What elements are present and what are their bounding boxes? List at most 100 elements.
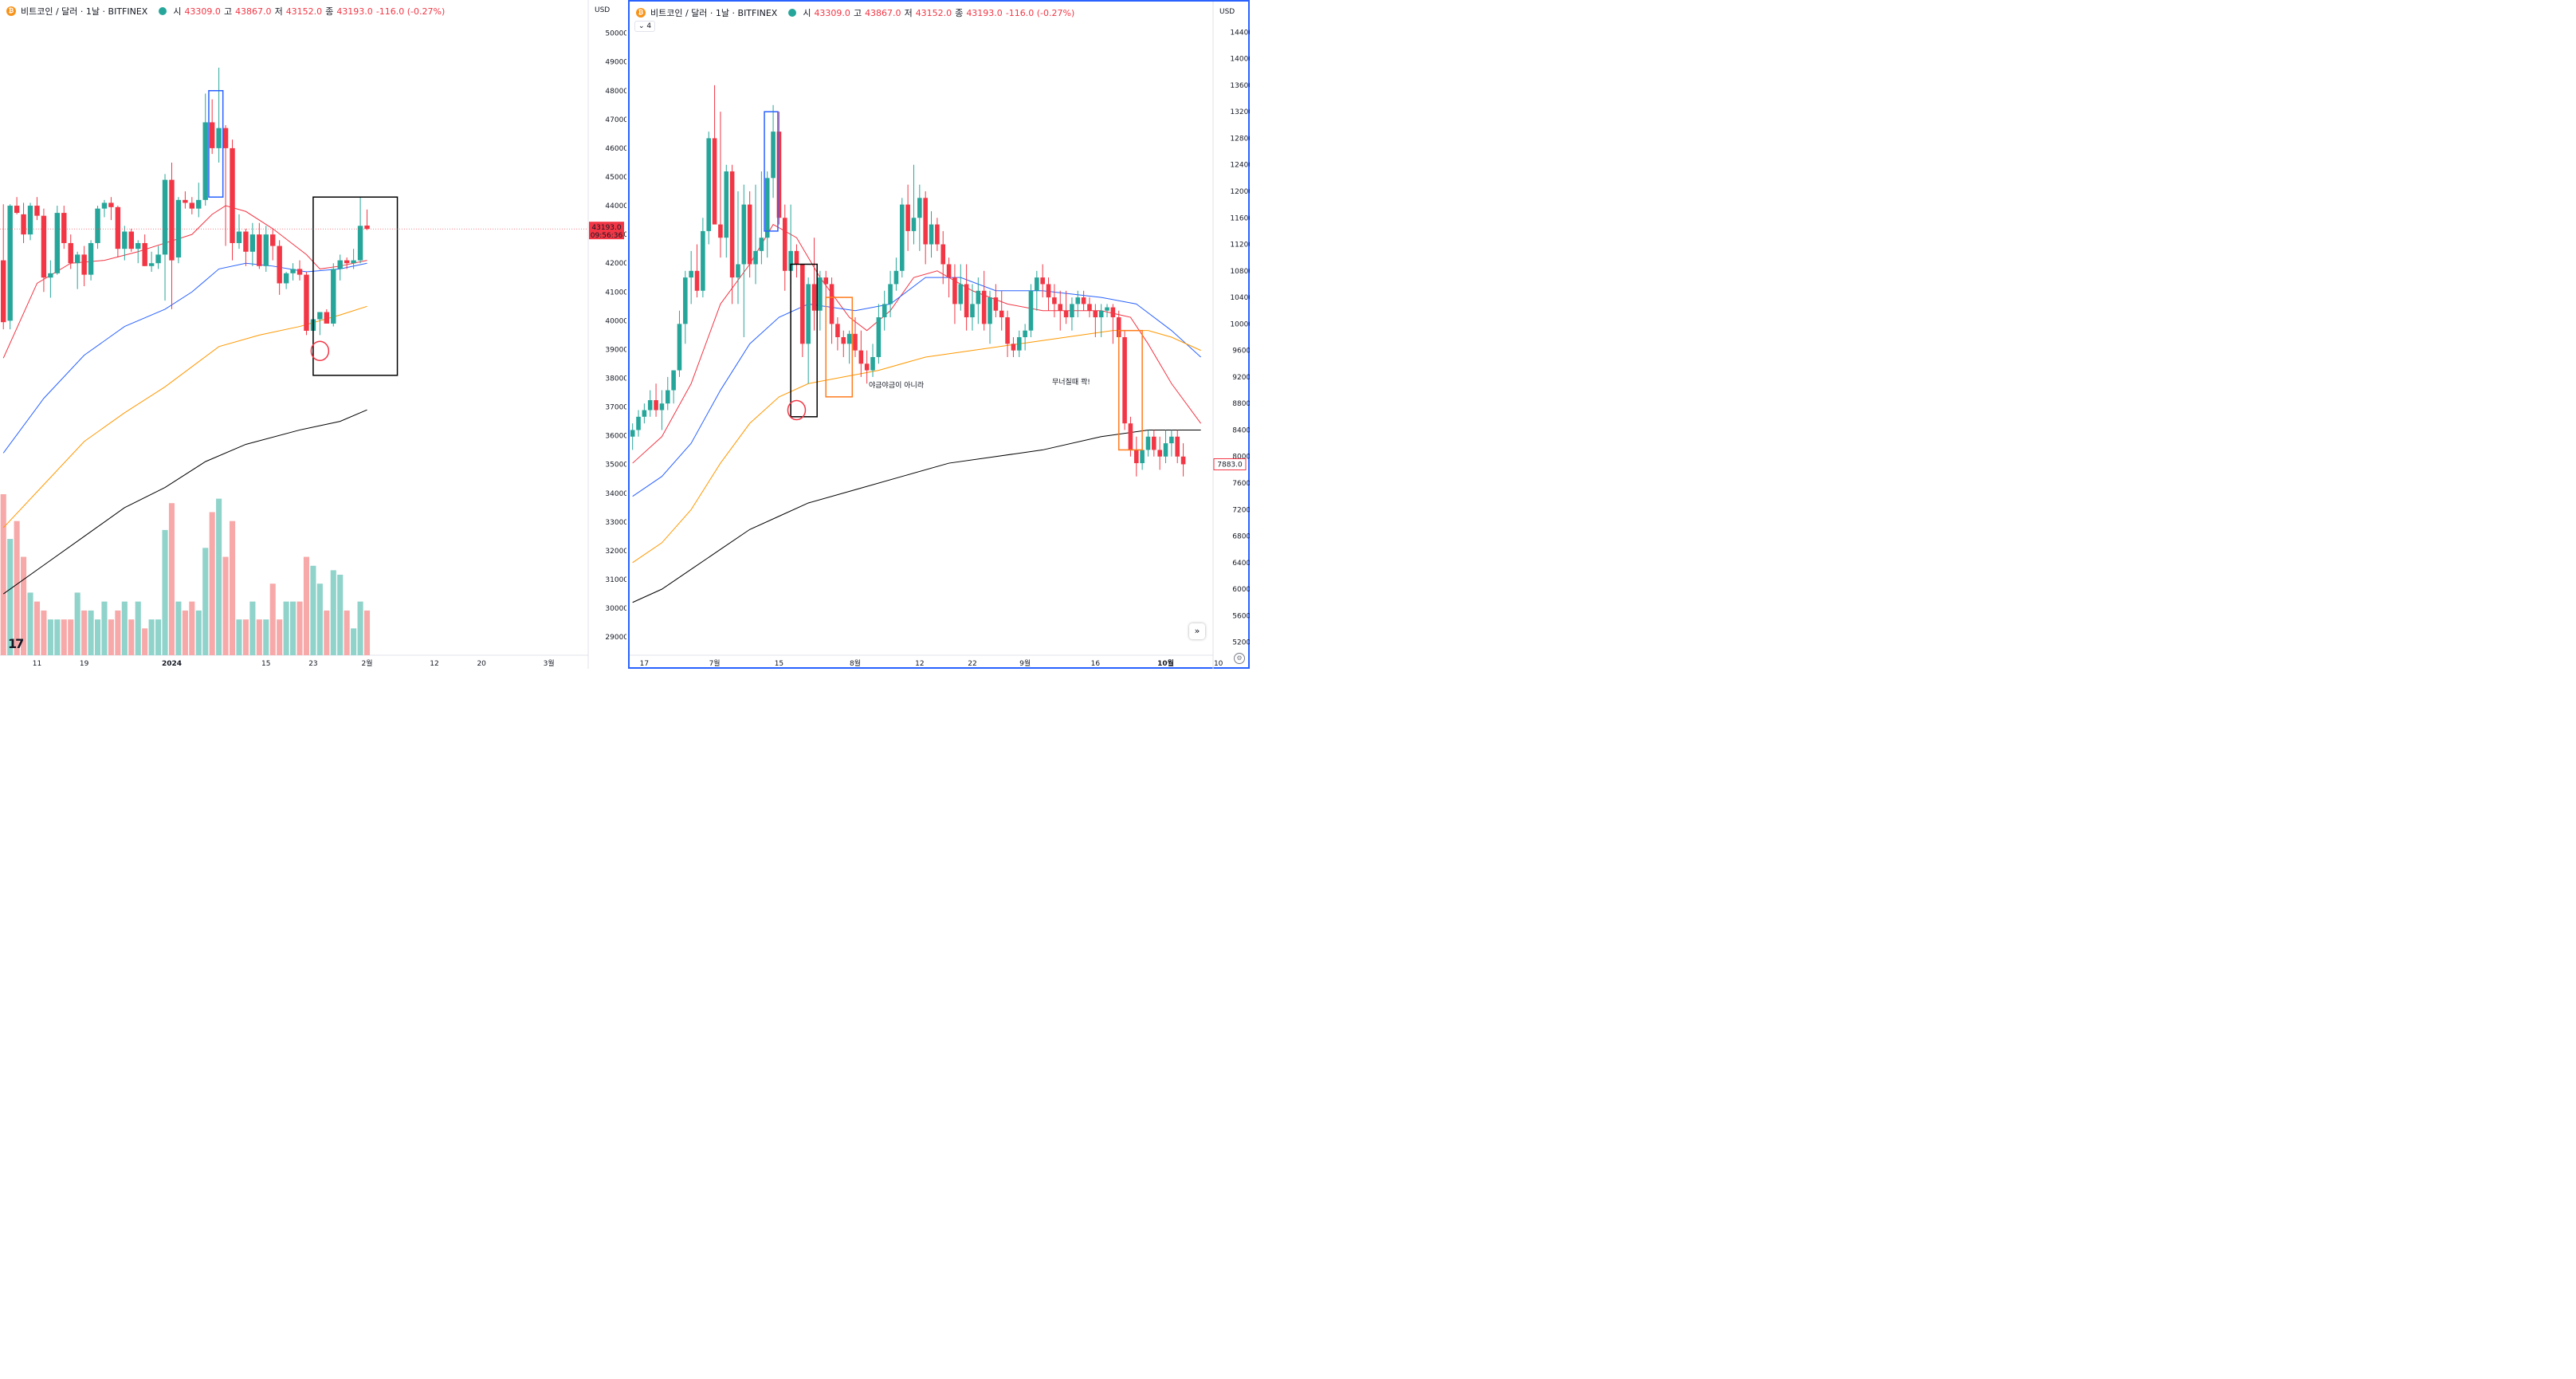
candle — [764, 171, 770, 258]
price-tick-label: 5200.0 — [1232, 639, 1250, 647]
chart-canvas-right[interactable]: 5200.0 5600.0 6000.0 6400.0 6800.0 7200.0 7600… — [630, 2, 1250, 669]
volume-bar — [41, 610, 47, 655]
candle-body — [1169, 436, 1174, 444]
candle-body — [34, 206, 40, 216]
candle — [835, 317, 840, 351]
candle-body — [1023, 330, 1027, 337]
candle-body — [7, 206, 13, 321]
candle-body — [694, 270, 700, 291]
close-value: 43193.0 — [966, 7, 1003, 18]
low-value: 43152.0 — [285, 6, 323, 17]
candle — [964, 264, 969, 331]
candle-body — [712, 138, 717, 225]
candle-body — [155, 254, 161, 264]
candle-body — [1011, 344, 1016, 351]
candle-body — [357, 226, 363, 261]
volume-bar — [236, 619, 242, 655]
candle-body — [929, 224, 934, 245]
candle-body — [823, 277, 829, 285]
volume-bar — [357, 601, 363, 655]
candle-body — [230, 147, 235, 243]
volume-bar — [195, 610, 202, 655]
candle — [1063, 290, 1069, 324]
moving-average-orange — [2, 305, 367, 528]
market-status-icon[interactable] — [159, 7, 167, 15]
candle — [870, 344, 875, 377]
price-tick-label: 49000.0 — [605, 59, 626, 67]
time-tick-label: 7월 — [709, 658, 721, 668]
candle — [1110, 304, 1116, 344]
candle — [1175, 430, 1180, 464]
candle-body — [1105, 307, 1109, 311]
candle — [1093, 304, 1098, 337]
moving-average-black — [2, 409, 367, 595]
candle-body — [706, 138, 712, 231]
time-tick-label: 10 — [1214, 660, 1223, 668]
candle-body — [142, 242, 147, 266]
candle — [665, 376, 670, 411]
candle-body — [988, 297, 992, 324]
double-chevron-right-icon: » — [1194, 626, 1200, 636]
candle-body — [800, 264, 805, 344]
chart-pane-right[interactable]: 5200.0 5600.0 6000.0 6400.0 6800.0 7200.0 7600… — [628, 0, 1250, 669]
candle-body — [654, 400, 658, 411]
time-tick-label: 11 — [33, 660, 41, 668]
currency-label[interactable]: USD — [595, 6, 611, 14]
time-tick-label: 23 — [308, 660, 317, 668]
candle — [155, 246, 161, 269]
candle — [917, 184, 922, 251]
candle — [317, 312, 323, 336]
candle-body — [671, 370, 676, 391]
price-tick-label: 12000.0 — [1230, 188, 1250, 196]
candle-body — [736, 264, 740, 278]
candle-body — [665, 390, 670, 404]
candle — [34, 197, 40, 221]
chart-canvas-left[interactable]: 29000.0 30000.0 31000.0 32000.0 33000.0 34000… — [0, 0, 626, 669]
open-label: 시 — [173, 6, 182, 17]
candle — [818, 270, 823, 331]
moving-average-black — [632, 429, 1201, 603]
price-tick-label: 9200.0 — [1232, 374, 1250, 382]
market-status-icon[interactable] — [788, 9, 797, 17]
candle — [1169, 430, 1174, 457]
candle-body — [216, 128, 222, 148]
candle — [800, 264, 805, 357]
volume-bar — [296, 601, 303, 655]
scroll-to-realtime-button[interactable]: » — [1189, 623, 1205, 639]
candle — [701, 218, 705, 298]
gear-icon[interactable]: ⚙ — [1234, 653, 1245, 664]
chart-pane-left[interactable]: 29000.0 30000.0 31000.0 32000.0 33000.0 34000… — [0, 0, 626, 669]
candle-body — [351, 260, 356, 264]
candle-body — [1175, 436, 1180, 457]
price-tick-label: 8800.0 — [1232, 400, 1250, 408]
price-tick-label: 14000.0 — [1230, 56, 1250, 64]
candle — [946, 257, 952, 298]
candle-body — [811, 284, 817, 311]
indicator-count-badge[interactable]: ⌄ 4 — [634, 21, 656, 32]
candle-body — [741, 204, 747, 265]
price-tick-label: 39000.0 — [605, 346, 626, 354]
candle-body — [853, 333, 858, 351]
time-tick-label: 10월 — [1157, 658, 1174, 668]
candle — [923, 191, 928, 265]
candle — [753, 184, 758, 285]
candle-body — [683, 277, 688, 324]
candle — [1145, 430, 1151, 457]
time-tick-label: 12 — [430, 660, 438, 668]
symbol-label[interactable]: 비트코인 / 달러 · 1날 · BITFINEX — [21, 6, 148, 17]
candle — [858, 330, 864, 377]
candle-body — [169, 179, 175, 261]
volume-bar — [182, 610, 188, 655]
candle-body — [829, 284, 834, 324]
symbol-label[interactable]: 비트코인 / 달러 · 1날 · BITFINEX — [650, 8, 778, 18]
candle-body — [101, 202, 108, 209]
candle-body — [771, 132, 776, 179]
candle — [1040, 264, 1045, 298]
highlight-box-black — [312, 196, 399, 376]
price-tick-label: 33000.0 — [605, 519, 626, 527]
volume-bar — [74, 592, 80, 655]
candle — [741, 184, 747, 337]
currency-label[interactable]: USD — [1219, 8, 1235, 16]
tradingview-logo[interactable]: 17 — [8, 636, 24, 651]
volume-bar — [168, 503, 175, 655]
